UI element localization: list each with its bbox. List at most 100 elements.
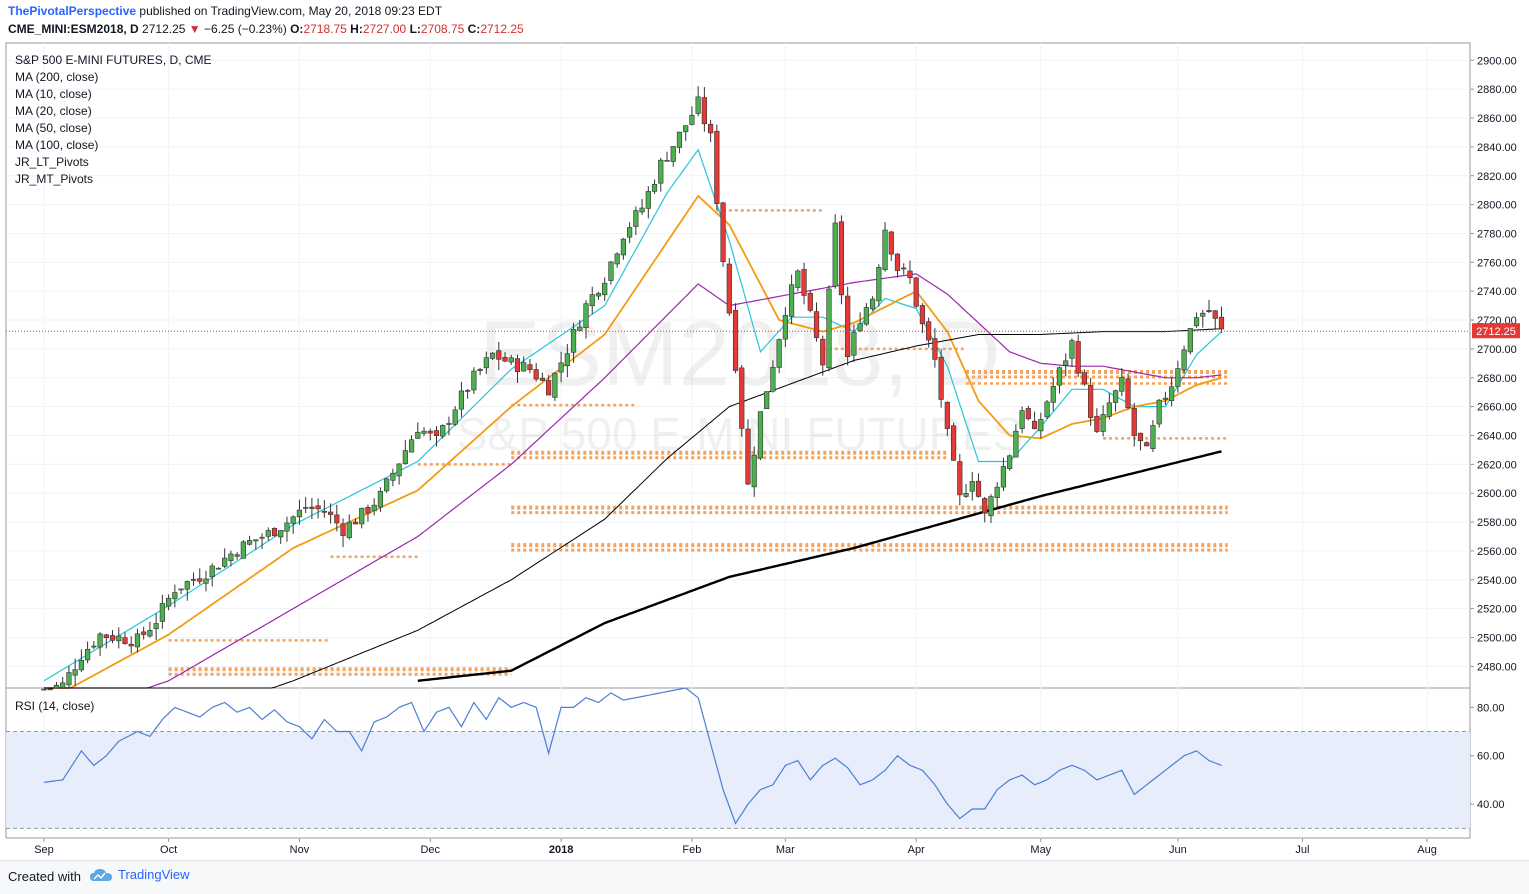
candle — [471, 370, 477, 391]
candle — [147, 630, 153, 637]
candle — [695, 96, 701, 114]
candle — [1218, 316, 1225, 330]
candle — [732, 310, 739, 371]
candle — [739, 367, 745, 429]
tradingview-link[interactable]: TradingView — [90, 867, 190, 882]
price-tick-label: 2760.00 — [1477, 257, 1517, 269]
legend-ma100[interactable]: MA (100, close) — [15, 138, 98, 152]
time-tick-label: May — [1030, 844, 1051, 856]
legend-ma200[interactable]: MA (200, close) — [15, 70, 98, 84]
candle — [309, 506, 315, 509]
tradingview-cloud-icon — [90, 868, 112, 881]
candle — [259, 536, 265, 539]
candle — [446, 423, 452, 425]
candle — [66, 672, 72, 686]
candle — [427, 430, 433, 434]
candle — [838, 221, 845, 296]
candle — [670, 146, 676, 162]
candle — [882, 229, 888, 270]
candle — [1131, 407, 1137, 436]
legend-title[interactable]: S&P 500 E-MINI FUTURES, D, CME — [15, 53, 211, 67]
chart-canvas[interactable]: ESM2018, D S&P 500 E-MINI FUTURES 2480.0… — [0, 40, 1529, 860]
candle — [408, 439, 415, 453]
candle — [1069, 340, 1075, 359]
candle — [396, 463, 402, 477]
candle — [714, 130, 720, 204]
high-label: H: — [350, 22, 363, 36]
footer: Created with TradingView — [0, 860, 1529, 894]
candle — [1056, 367, 1063, 386]
candle — [41, 688, 47, 691]
time-tick-label: Jun — [1169, 844, 1187, 856]
candle — [234, 554, 240, 557]
legend-lt-pivots[interactable]: JR_LT_Pivots — [15, 155, 89, 169]
candle — [664, 160, 670, 162]
candle — [782, 314, 788, 340]
candle — [776, 339, 782, 368]
time-tick-label: Nov — [290, 844, 310, 856]
candle — [527, 364, 533, 370]
moving-averages — [43, 148, 1222, 689]
legend-ma20[interactable]: MA (20, close) — [15, 104, 92, 118]
candles — [41, 86, 1225, 691]
candle — [651, 184, 658, 192]
price-tick-label: 2680.00 — [1477, 373, 1517, 385]
candle — [1013, 430, 1019, 458]
candle — [770, 366, 776, 392]
author-link[interactable]: ThePivotalPerspective — [8, 4, 137, 18]
price-tick-label: 2860.00 — [1477, 113, 1517, 125]
candle — [72, 669, 78, 676]
legend-ma10[interactable]: MA (10, close) — [15, 87, 92, 101]
rsi-axis[interactable]: 40.00 60.00 80.00 — [1470, 702, 1505, 811]
candle — [128, 643, 134, 647]
price-axis[interactable]: 2480.00 2500.00 2520.00 2540.00 2560.00 2580.… — [1470, 55, 1517, 673]
candle — [639, 207, 645, 213]
legend-mt-pivots[interactable]: JR_MT_Pivots — [15, 172, 93, 186]
down-triangle-icon: ▼ — [188, 22, 201, 36]
candle — [489, 352, 496, 359]
candle — [589, 294, 595, 307]
candle — [246, 540, 253, 545]
candle — [813, 311, 820, 339]
candle — [851, 332, 857, 356]
rsi-tick-label: 60.00 — [1477, 751, 1505, 763]
time-axis[interactable]: Sep Oct Nov Dec 2018 Feb Mar Apr May Jun Jul Aug — [34, 838, 1437, 856]
candle — [1200, 312, 1206, 317]
candle — [384, 478, 390, 492]
published-text: published on TradingView.com, May 20, 20… — [139, 4, 443, 18]
rsi-band — [6, 731, 1470, 829]
candle — [583, 303, 589, 329]
legend-ma50[interactable]: MA (50, close) — [15, 121, 92, 135]
candle — [327, 511, 334, 515]
candle — [683, 125, 689, 133]
candle — [315, 505, 321, 510]
candle — [1106, 402, 1112, 417]
created-with-text: Created with — [8, 869, 81, 884]
candle — [122, 637, 128, 645]
candle — [141, 631, 147, 635]
last-price-badge-text: 2712.25 — [1476, 326, 1516, 338]
candle — [483, 357, 489, 369]
candle — [465, 390, 471, 392]
candle — [47, 688, 53, 691]
candle — [957, 461, 963, 496]
price-tick-label: 2880.00 — [1477, 84, 1517, 96]
low-label: L: — [409, 22, 421, 36]
candle — [938, 356, 944, 400]
candle — [539, 377, 545, 381]
price-tick-label: 2500.00 — [1477, 632, 1517, 644]
candle — [558, 362, 564, 373]
candle — [751, 454, 757, 488]
chart-header: ThePivotalPerspective published on Tradi… — [0, 0, 1529, 44]
candle — [1193, 317, 1200, 327]
candle — [340, 523, 346, 537]
rsi-legend[interactable]: RSI (14, close) — [15, 699, 94, 713]
candle — [919, 305, 926, 325]
candle — [290, 516, 296, 524]
candle — [78, 659, 84, 671]
candle — [720, 202, 726, 262]
indicator-legend[interactable]: S&P 500 E-MINI FUTURES, D, CME MA (200, … — [15, 53, 211, 186]
candle — [745, 428, 751, 485]
tradingview-brand-text: TradingView — [118, 867, 190, 882]
candle — [477, 368, 483, 372]
